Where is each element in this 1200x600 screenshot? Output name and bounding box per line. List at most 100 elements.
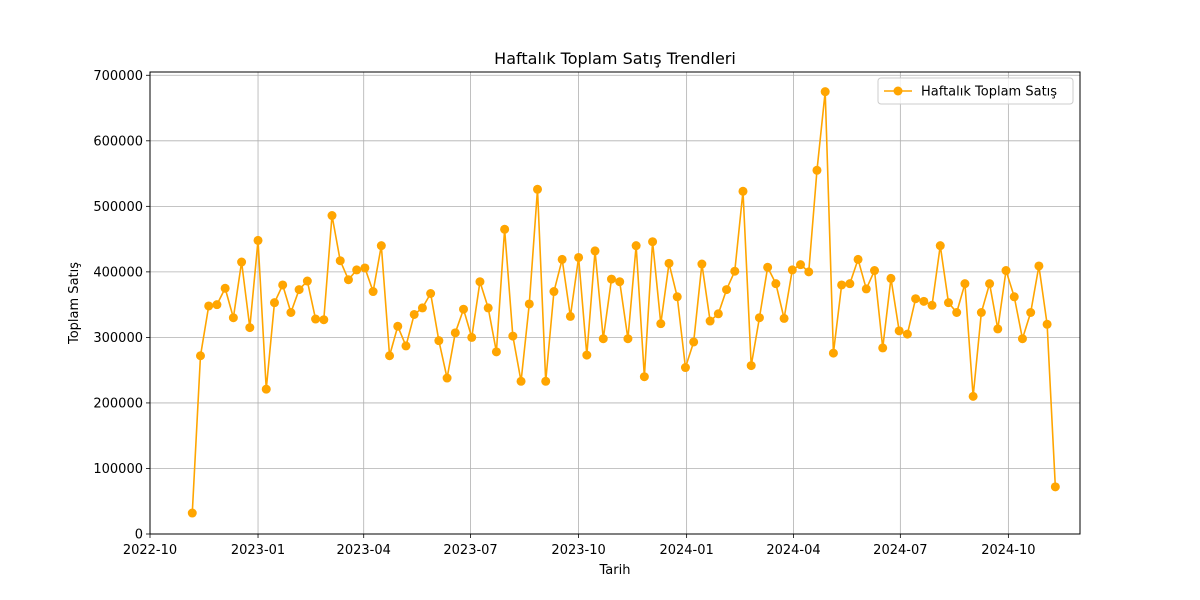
data-point xyxy=(927,300,937,310)
data-point xyxy=(705,316,715,326)
x-tick-label: 2023-10 xyxy=(551,543,605,558)
data-point xyxy=(902,329,912,339)
data-point xyxy=(804,267,814,277)
data-point xyxy=(639,372,649,382)
data-point xyxy=(294,285,304,295)
data-point xyxy=(467,332,477,342)
x-axis-label: Tarih xyxy=(599,563,631,578)
data-point xyxy=(623,334,633,344)
data-points xyxy=(187,87,1060,518)
data-point xyxy=(335,256,345,266)
data-point xyxy=(1009,292,1019,302)
data-point xyxy=(286,308,296,317)
x-tick-label: 2024-04 xyxy=(766,543,820,558)
data-point xyxy=(598,334,608,344)
data-point xyxy=(1026,308,1036,317)
data-point xyxy=(697,259,707,269)
y-tick-label: 700000 xyxy=(93,69,143,84)
data-point xyxy=(237,257,247,267)
x-tick-label: 2023-07 xyxy=(443,543,497,558)
data-point xyxy=(771,279,781,289)
data-point xyxy=(302,276,312,286)
data-point xyxy=(820,87,830,97)
data-point xyxy=(1042,319,1052,329)
data-point xyxy=(393,321,403,331)
data-point xyxy=(738,186,748,196)
data-point xyxy=(722,285,732,295)
data-point xyxy=(417,303,427,313)
data-point xyxy=(508,331,518,341)
data-point xyxy=(212,300,222,310)
data-point xyxy=(796,260,806,270)
data-point xyxy=(985,279,995,289)
data-point xyxy=(245,323,255,333)
data-point xyxy=(426,289,436,298)
data-point xyxy=(960,279,970,289)
series-line-group xyxy=(191,90,1057,514)
data-point xyxy=(672,292,682,302)
y-tick-label: 100000 xyxy=(93,462,143,477)
data-point xyxy=(730,266,740,276)
x-tick-label: 2023-04 xyxy=(337,543,391,558)
data-point xyxy=(352,265,362,275)
data-point xyxy=(376,241,386,251)
data-point xyxy=(1001,266,1011,276)
data-point xyxy=(574,252,584,262)
data-point xyxy=(450,328,460,338)
y-tick-label: 300000 xyxy=(93,331,143,346)
data-point xyxy=(327,211,337,221)
data-point xyxy=(828,348,838,358)
y-tick-label: 400000 xyxy=(93,265,143,280)
data-point xyxy=(656,319,666,329)
plot-area-frame xyxy=(149,71,1081,535)
data-point xyxy=(845,279,855,289)
data-point xyxy=(516,376,526,386)
data-point xyxy=(606,274,616,284)
data-point xyxy=(919,296,929,306)
data-point xyxy=(401,341,411,351)
x-tick-label: 2022-10 xyxy=(123,543,177,558)
x-tick-label: 2023-01 xyxy=(231,543,285,558)
data-point xyxy=(878,343,888,353)
data-point xyxy=(1034,261,1044,271)
data-point xyxy=(631,241,641,251)
data-point xyxy=(993,324,1003,334)
data-point xyxy=(385,351,395,361)
chart-title: Haftalık Toplam Satış Trendleri xyxy=(494,49,736,68)
data-point xyxy=(500,224,510,234)
y-tick-label: 600000 xyxy=(93,134,143,149)
data-point xyxy=(311,314,321,324)
data-point xyxy=(1017,334,1027,344)
data-point xyxy=(278,280,288,290)
data-point xyxy=(779,313,789,323)
data-point xyxy=(1050,482,1060,492)
data-point xyxy=(976,308,986,317)
data-point xyxy=(746,361,756,371)
data-point xyxy=(680,363,690,373)
x-tick-label: 2024-01 xyxy=(659,543,713,558)
data-point xyxy=(319,315,329,325)
data-point xyxy=(491,347,501,357)
data-point xyxy=(812,165,822,175)
data-point xyxy=(187,508,197,518)
data-point xyxy=(442,373,452,383)
data-point xyxy=(261,384,271,394)
data-point xyxy=(911,294,921,304)
data-point xyxy=(343,275,353,285)
data-point xyxy=(195,351,205,361)
data-point xyxy=(549,287,559,297)
x-tick-label: 2024-10 xyxy=(981,543,1035,558)
data-point xyxy=(689,337,699,347)
data-point xyxy=(220,283,230,293)
data-point xyxy=(541,376,551,386)
data-point xyxy=(565,311,575,321)
legend: Haftalık Toplam Satış xyxy=(877,77,1074,105)
data-point xyxy=(952,308,962,317)
data-point xyxy=(615,277,625,287)
data-point xyxy=(590,246,600,256)
data-point xyxy=(853,254,863,264)
y-axis-ticks: 0 100000 200000 300000 400000 500000 600000 700… xyxy=(93,69,150,543)
data-point xyxy=(713,309,723,319)
data-point xyxy=(754,313,764,323)
